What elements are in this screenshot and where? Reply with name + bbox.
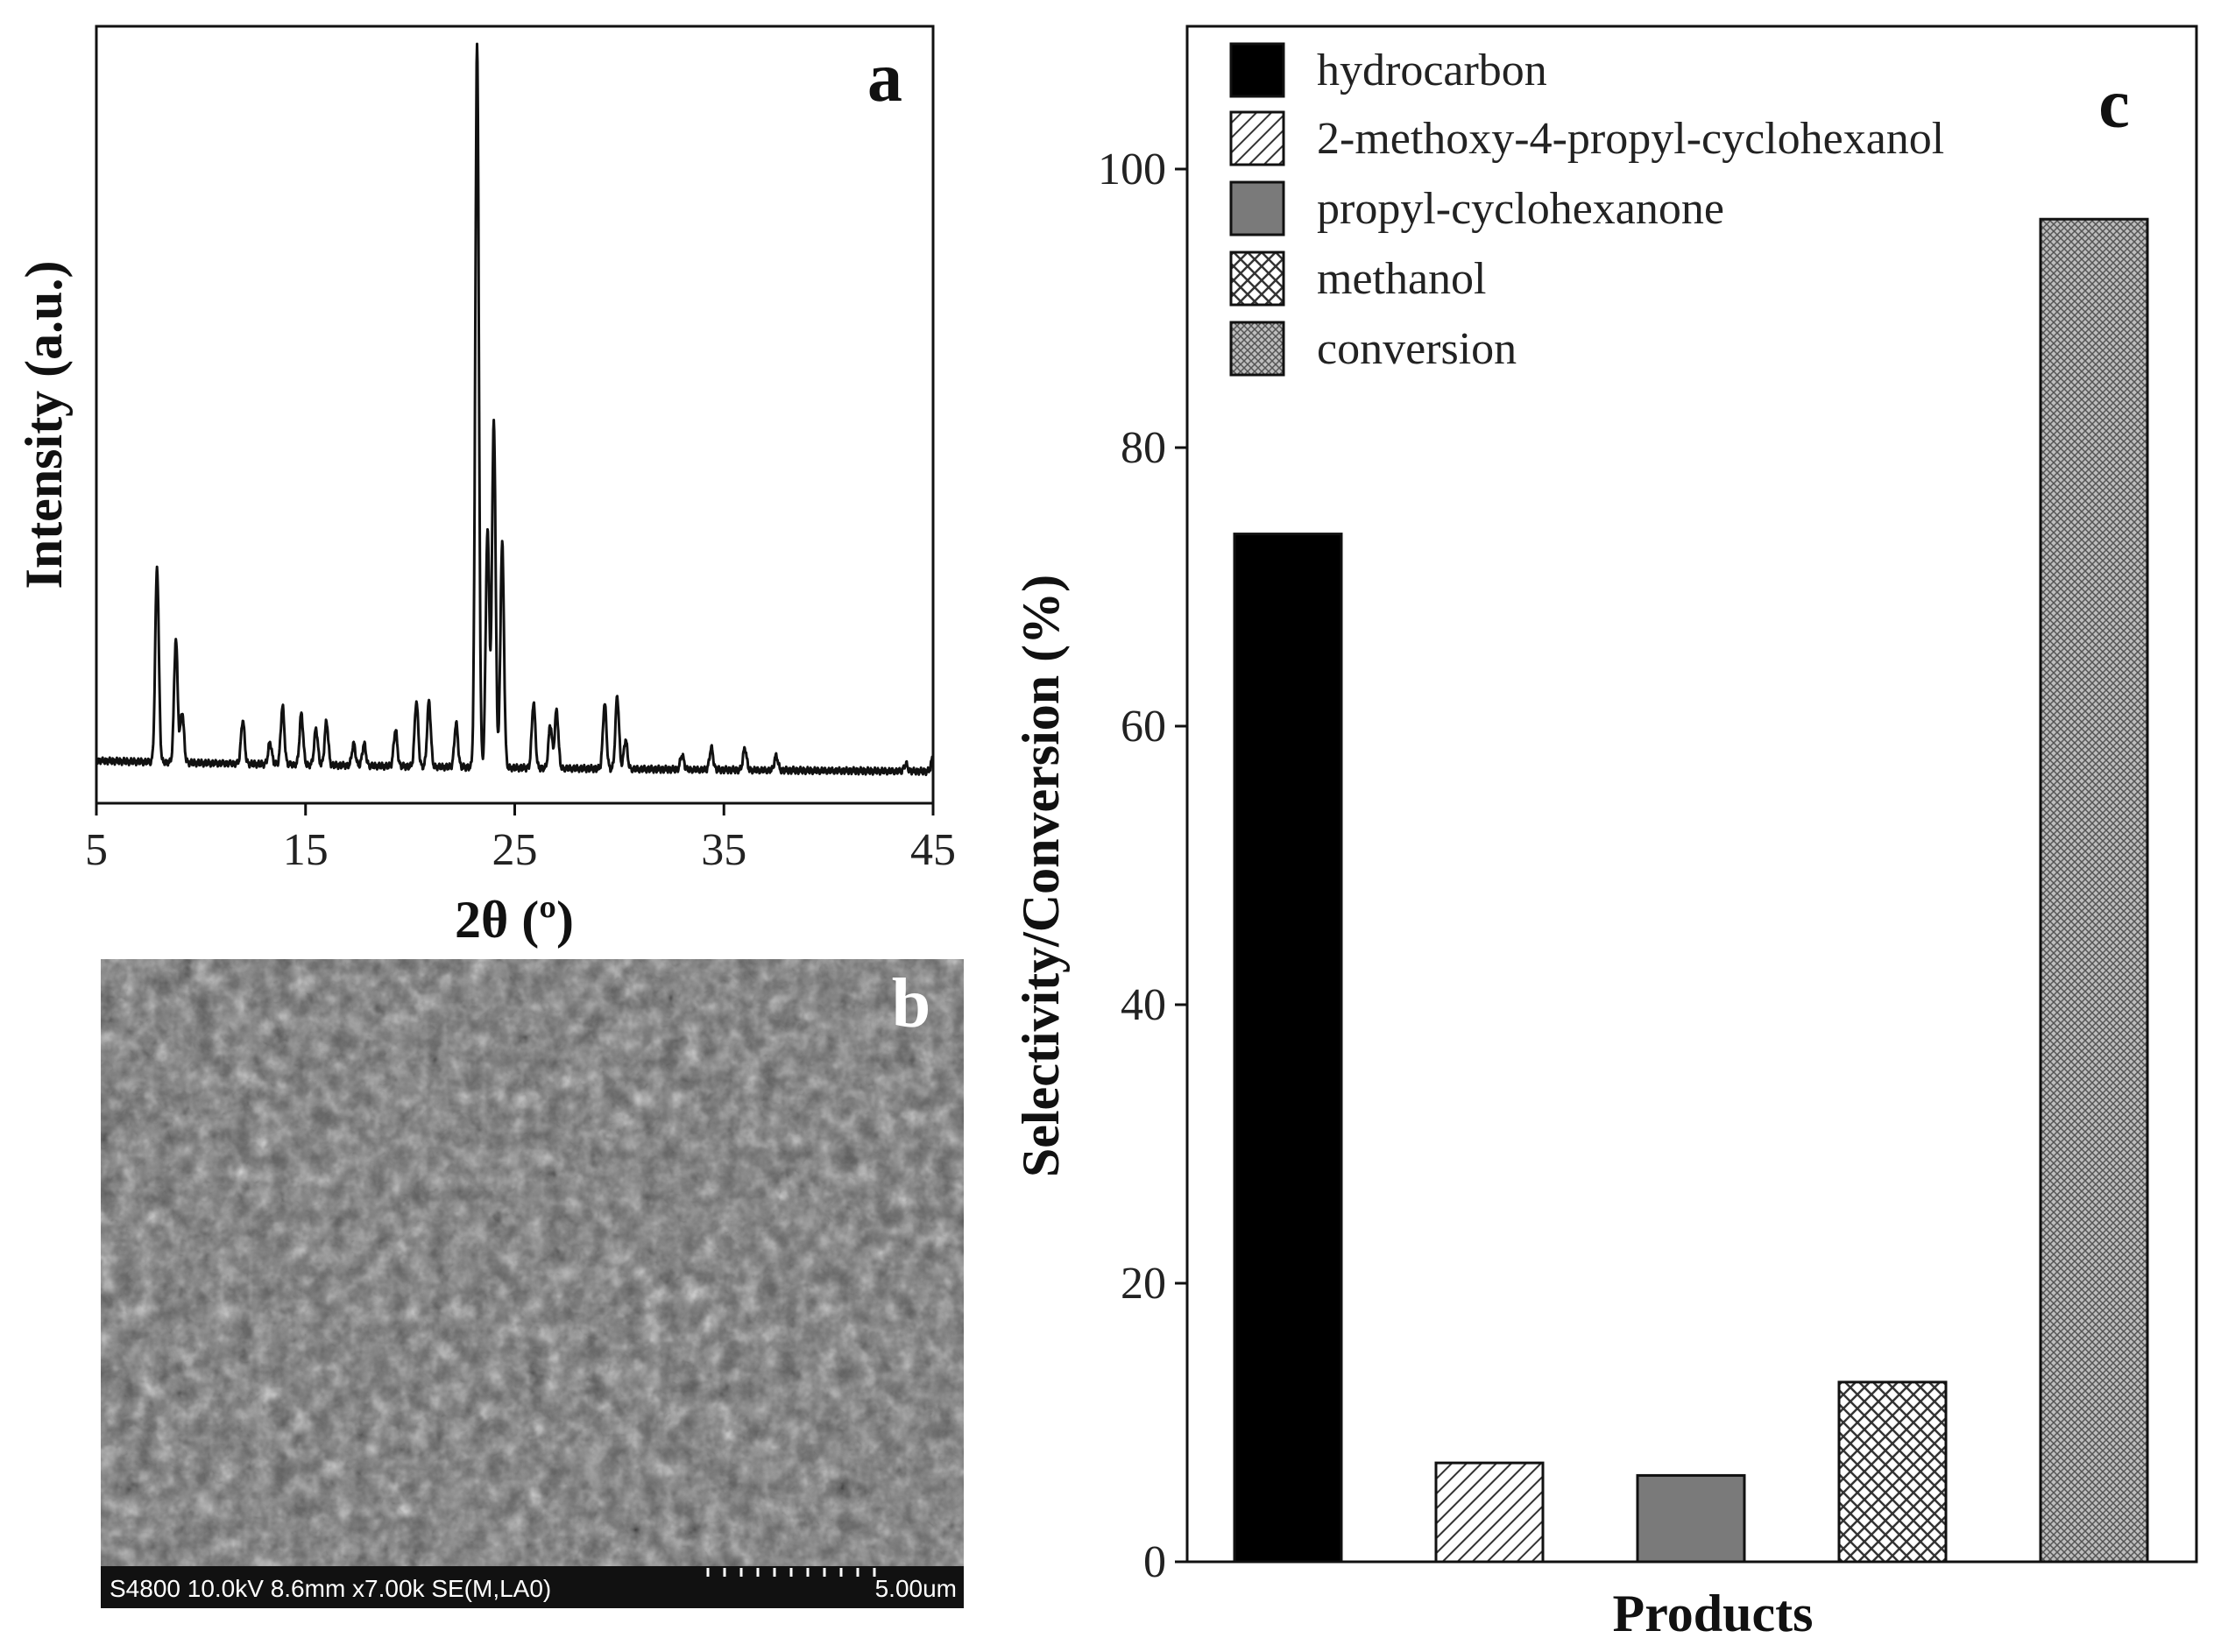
sem-image-detail (101, 959, 964, 1566)
legend-label: hydrocarbon (1317, 46, 1547, 95)
sem-scale-label: 5.00um (875, 1575, 957, 1602)
xrd-x-axis: 5 15 25 35 45 (85, 803, 956, 875)
xrd-plot-frame (95, 25, 935, 805)
xrd-x-tick-label: 5 (85, 825, 108, 875)
bar-y-axis-label: Selectivity/Conversion (%) (1012, 575, 1070, 1177)
legend-swatch (1229, 251, 1285, 307)
bar-y-tick-label: 60 (1121, 702, 1166, 752)
selectivity-panel: 0 20 40 60 80 100 hydrocarbon 2-methoxy-4-prop… (1012, 25, 2198, 1642)
legend-label: 2-methoxy-4-propyl-cyclohexanol (1317, 114, 1944, 164)
legend-swatch (1229, 180, 1285, 237)
bar-legend: hydrocarbon 2-methoxy-4-propyl-cyclohexan… (1229, 42, 1944, 377)
bar-2-methoxy-4-propyl-cyclohexanol (1434, 1461, 1545, 1564)
xrd-x-tick-label: 45 (910, 825, 956, 875)
legend-label: propyl-cyclohexanone (1317, 184, 1724, 234)
panel-b-letter: b (892, 965, 931, 1042)
xrd-x-tick-label: 25 (492, 825, 538, 875)
panel-c-letter: c (2098, 66, 2130, 143)
bar-hydrocarbon (1233, 533, 1343, 1564)
xrd-panel: 5 15 25 35 45 2θ (º) Intensity (a.u.) a (15, 25, 956, 949)
bar-y-tick-label: 100 (1098, 145, 1166, 194)
sem-panel: S4800 10.0kV 8.6mm x7.00k SE(M,LA0) 5.00… (101, 959, 964, 1608)
legend-label: methanol (1317, 254, 1487, 304)
xrd-x-tick-label: 15 (283, 825, 329, 875)
sem-info-text: S4800 10.0kV 8.6mm x7.00k SE(M,LA0) (110, 1575, 551, 1602)
xrd-pattern-line (95, 42, 935, 777)
bar-x-axis-label: Products (1613, 1585, 1814, 1642)
bar-series (1233, 217, 2149, 1564)
bar-y-tick-label: 40 (1121, 980, 1166, 1030)
panel-a-letter: a (867, 39, 902, 116)
xrd-x-axis-label: 2θ (º) (455, 891, 574, 949)
bar-y-tick-label: 0 (1143, 1537, 1166, 1587)
bar-y-tick-label: 80 (1121, 423, 1166, 473)
xrd-x-tick-label: 35 (701, 825, 746, 875)
legend-swatch (1229, 321, 1285, 377)
bar-y-tick-label: 20 (1121, 1259, 1166, 1309)
sem-scale-bar (706, 1568, 876, 1577)
bar-conversion (2039, 217, 2149, 1564)
xrd-y-axis-label: Intensity (a.u.) (15, 260, 73, 589)
sem-info-bar (101, 1566, 964, 1608)
bar-propyl-cyclohexanone (1636, 1473, 1746, 1564)
legend-swatch (1229, 110, 1285, 166)
bar-y-axis: 0 20 40 60 80 100 (1098, 145, 1187, 1587)
legend-label: conversion (1317, 324, 1517, 374)
bar-methanol (1837, 1380, 1948, 1564)
legend-swatch (1229, 42, 1285, 98)
